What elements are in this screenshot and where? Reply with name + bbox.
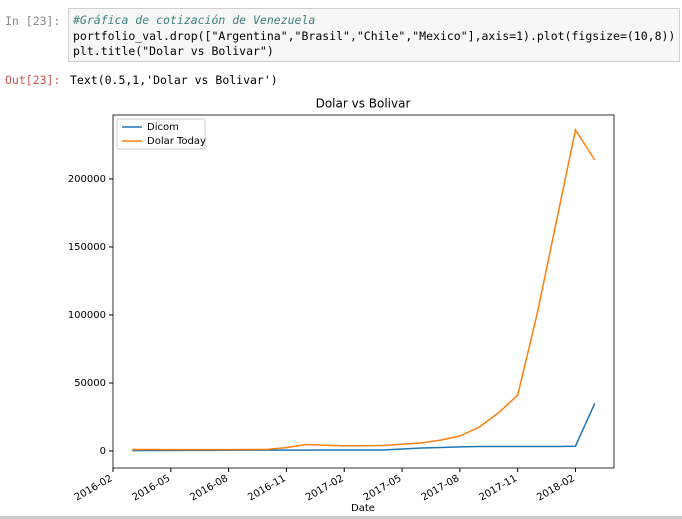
output-text: Text(0.5,1,'Dolar vs Bolivar') bbox=[70, 73, 278, 87]
y-tick-label: 100000 bbox=[68, 310, 106, 321]
in-prompt: In [23]: bbox=[5, 14, 61, 28]
x-tick-label: 2017-08 bbox=[420, 473, 462, 503]
legend-label: Dicom bbox=[147, 122, 179, 133]
x-tick-label: 2016-05 bbox=[131, 473, 173, 503]
code-comment: #Gráfica de cotización de Venezuela bbox=[73, 13, 316, 27]
code-line: plt.title("Dolar vs Bolivar") bbox=[73, 44, 274, 58]
divider bbox=[0, 516, 682, 519]
y-tick-label: 200000 bbox=[68, 174, 106, 185]
y-tick-label: 150000 bbox=[68, 242, 106, 253]
legend-label: Dolar Today bbox=[147, 136, 206, 147]
x-tick-label: 2017-11 bbox=[477, 473, 519, 503]
series-line bbox=[132, 128, 596, 451]
x-tick-label: 2018-02 bbox=[535, 473, 577, 503]
chart-title: Dolar vs Bolivar bbox=[316, 97, 411, 111]
chart: Dolar vs Bolivar Date 0 50000 100000 150000… bbox=[68, 97, 615, 514]
x-tick-label: 2016-02 bbox=[73, 473, 115, 503]
y-tick-label: 50000 bbox=[74, 378, 106, 389]
y-tick-label: 0 bbox=[100, 446, 106, 457]
x-axis-label: Date bbox=[351, 503, 375, 514]
out-prompt: Out[23]: bbox=[5, 73, 61, 87]
x-tick-label: 2017-05 bbox=[362, 473, 404, 503]
x-tick-label: 2016-11 bbox=[246, 473, 288, 503]
x-tick-label: 2017-02 bbox=[304, 473, 346, 503]
code-cell[interactable]: #Gráfica de cotización de Venezuela port… bbox=[68, 8, 680, 62]
plot-frame bbox=[112, 114, 615, 469]
x-tick-label: 2016-08 bbox=[188, 473, 230, 503]
series-line bbox=[132, 403, 596, 452]
code-line: portfolio_val.drop(["Argentina","Brasil"… bbox=[73, 29, 676, 43]
